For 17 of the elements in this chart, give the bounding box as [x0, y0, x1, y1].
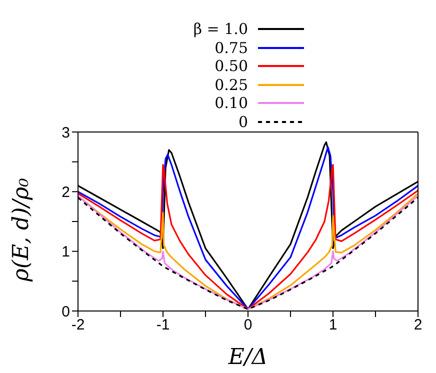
x-tick-label: -1 — [156, 316, 170, 334]
legend-label: β = 1.0 — [192, 20, 248, 38]
x-tick-label: 1 — [328, 316, 338, 334]
legend-label: 0.10 — [214, 94, 248, 112]
x-tick-label: -2 — [71, 316, 85, 334]
legend-label: 0.75 — [214, 38, 248, 57]
x-tick-label: 0 — [244, 316, 252, 334]
y-axis-title: ρ(E, d)/ρ₀ — [8, 178, 34, 282]
y-tick-label: 1 — [62, 244, 70, 261]
legend-label: 0.25 — [214, 76, 248, 94]
x-tick-label: 2 — [414, 316, 422, 334]
y-tick-label: 2 — [62, 184, 70, 201]
y-tick-label: 0 — [62, 303, 70, 320]
legend-label: 0.50 — [214, 57, 248, 76]
y-tick-label: 3 — [62, 124, 70, 142]
legend-label: 0 — [237, 112, 248, 131]
x-axis-title: E/Δ — [227, 345, 268, 370]
